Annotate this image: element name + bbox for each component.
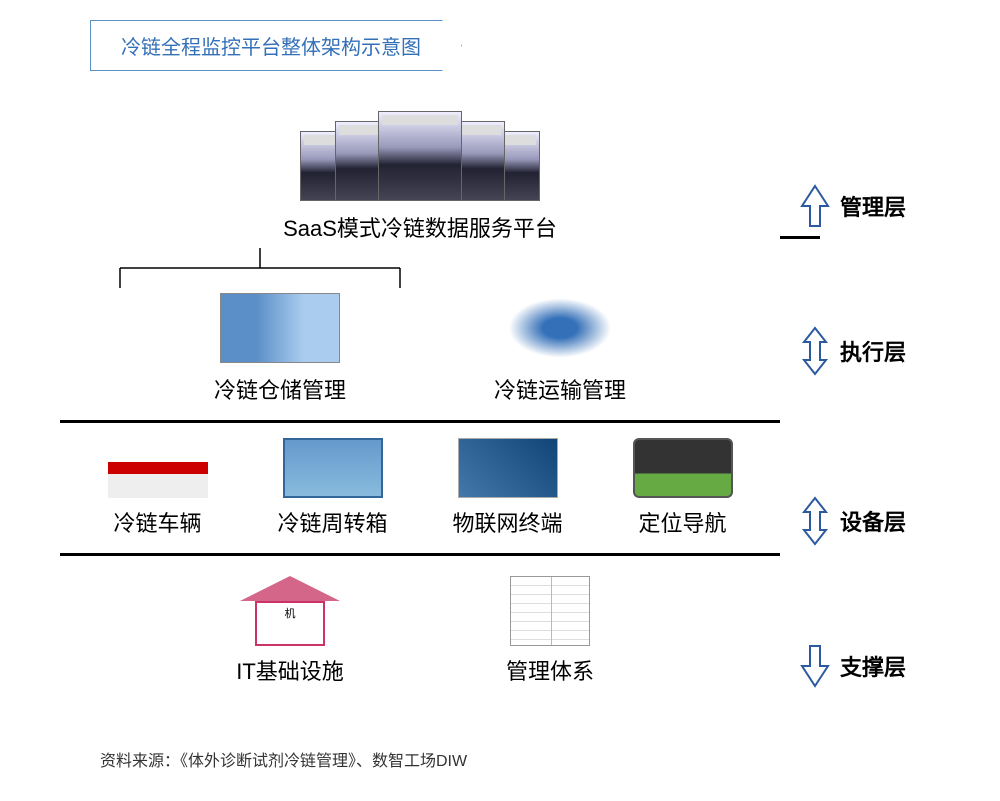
execution-label: 执行层: [840, 335, 906, 367]
gps-icon: [633, 438, 733, 498]
down-arrow-icon: [800, 641, 830, 691]
divider-2: [60, 553, 780, 556]
it-item: 机 IT基础设施: [160, 576, 420, 686]
updown-arrow-icon: [800, 326, 830, 376]
vehicle-item: 冷链车辆: [70, 438, 245, 538]
gps-item: 定位导航: [595, 438, 770, 538]
iot-icon: [458, 438, 558, 498]
support-label: 支撑层: [840, 650, 906, 682]
layer-support: 支撑层: [800, 641, 906, 691]
management-label: 管理层: [840, 190, 906, 222]
iot-item: 物联网终端: [420, 438, 595, 538]
transport-label: 冷链运输管理: [494, 373, 626, 405]
layer-execution: 执行层: [800, 326, 906, 376]
tree-connector: [60, 248, 460, 288]
it-infra-icon: 机: [240, 576, 340, 646]
system-label: 管理体系: [420, 654, 680, 686]
up-arrow-icon: [800, 181, 830, 231]
equipment-row: 冷链车辆 冷链周转箱 物联网终端 定位导航: [60, 438, 780, 538]
updown-arrow-icon-2: [800, 496, 830, 546]
diagram-title: 冷链全程监控平台整体架构示意图: [90, 20, 462, 71]
platform-icon: [300, 101, 540, 201]
mgmt-divider-stub: [780, 236, 820, 239]
equipment-label: 设备层: [840, 505, 906, 537]
storage-item: 冷链仓储管理: [214, 293, 346, 405]
execution-row: 冷链仓储管理 冷链运输管理: [60, 293, 780, 405]
transport-icon: [500, 293, 620, 363]
main-column: SaaS模式冷链数据服务平台 冷链仓储管理 冷链运输管理 冷链车辆: [60, 101, 780, 686]
box-item: 冷链周转箱: [245, 438, 420, 538]
storage-label: 冷链仓储管理: [214, 373, 346, 405]
box-icon: [283, 438, 383, 498]
diagram-area: SaaS模式冷链数据服务平台 冷链仓储管理 冷链运输管理 冷链车辆: [40, 101, 960, 781]
truck-icon: [108, 438, 208, 498]
source-text: 资料来源：《体外诊断试剂冷链管理》、数智工场DIW: [100, 747, 467, 771]
divider-1: [60, 420, 780, 423]
platform-label: SaaS模式冷链数据服务平台: [60, 211, 780, 243]
gps-label: 定位导航: [595, 506, 770, 538]
storage-icon: [220, 293, 340, 363]
it-label: IT基础设施: [160, 654, 420, 686]
layer-equipment: 设备层: [800, 496, 906, 546]
layer-management: 管理层: [800, 181, 906, 231]
support-row: 机 IT基础设施 管理体系: [60, 576, 780, 686]
document-icon: [510, 576, 590, 646]
box-label: 冷链周转箱: [245, 506, 420, 538]
vehicle-label: 冷链车辆: [70, 506, 245, 538]
iot-label: 物联网终端: [420, 506, 595, 538]
system-item: 管理体系: [420, 576, 680, 686]
transport-item: 冷链运输管理: [494, 293, 626, 405]
